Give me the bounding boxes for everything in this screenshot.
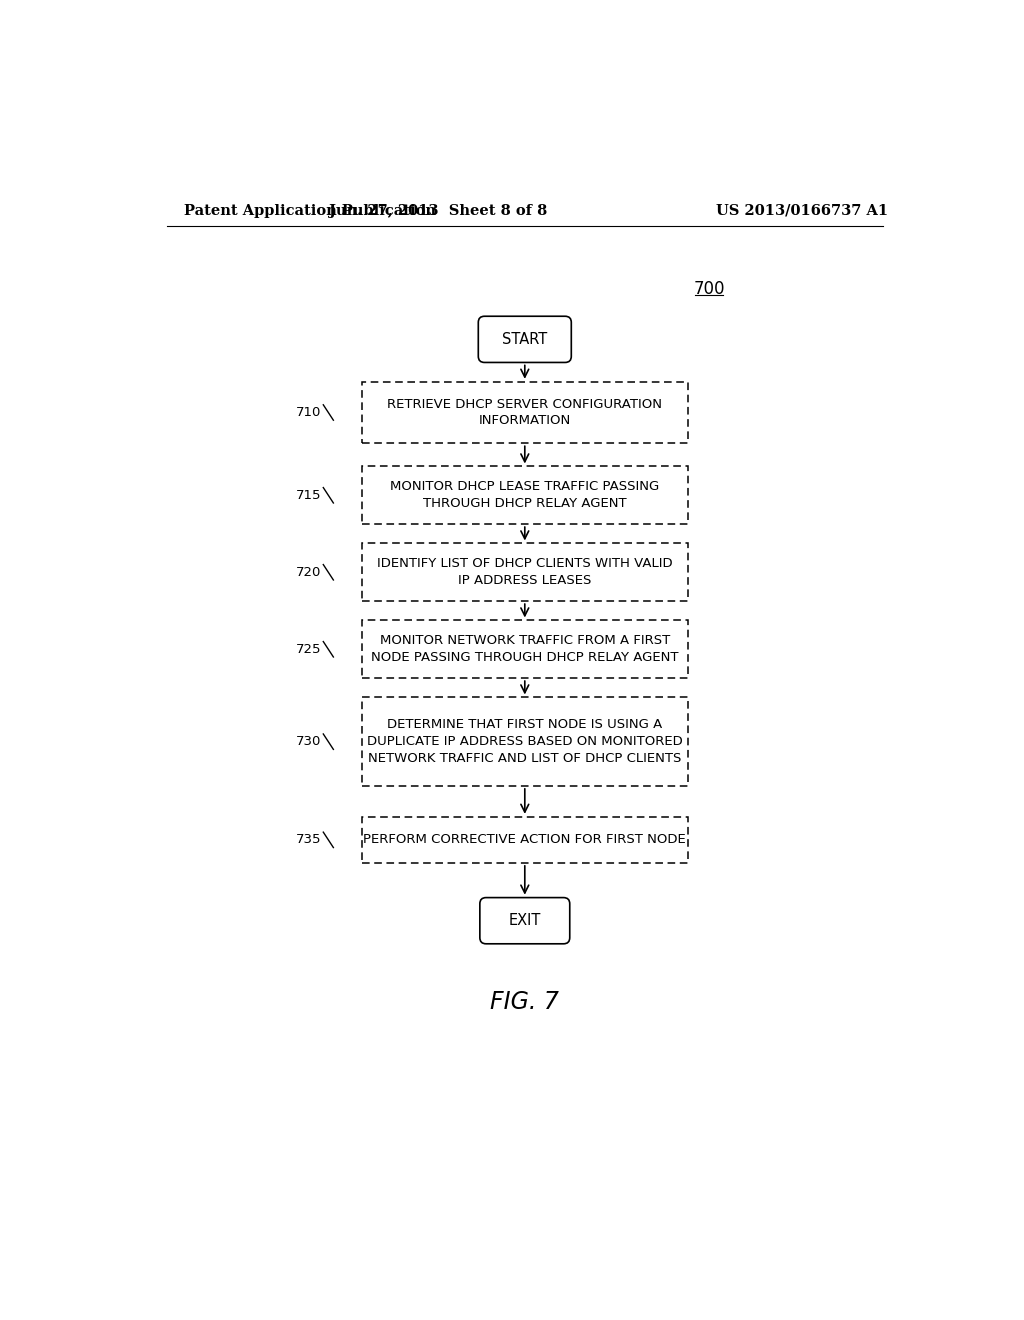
Bar <box>362 817 687 863</box>
Text: MONITOR NETWORK TRAFFIC FROM A FIRST
NODE PASSING THROUGH DHCP RELAY AGENT: MONITOR NETWORK TRAFFIC FROM A FIRST NOD… <box>371 635 679 664</box>
Text: US 2013/0166737 A1: US 2013/0166737 A1 <box>716 203 888 218</box>
Text: 710: 710 <box>296 407 321 418</box>
FancyBboxPatch shape <box>478 317 571 363</box>
Text: MONITOR DHCP LEASE TRAFFIC PASSING
THROUGH DHCP RELAY AGENT: MONITOR DHCP LEASE TRAFFIC PASSING THROU… <box>390 480 659 511</box>
Text: 730: 730 <box>296 735 321 748</box>
Text: RETRIEVE DHCP SERVER CONFIGURATION
INFORMATION: RETRIEVE DHCP SERVER CONFIGURATION INFOR… <box>387 397 663 428</box>
Text: PERFORM CORRECTIVE ACTION FOR FIRST NODE: PERFORM CORRECTIVE ACTION FOR FIRST NODE <box>364 833 686 846</box>
Bar <box>362 466 687 524</box>
Text: START: START <box>502 331 548 347</box>
Text: Jun. 27, 2013  Sheet 8 of 8: Jun. 27, 2013 Sheet 8 of 8 <box>329 203 547 218</box>
Text: 725: 725 <box>296 643 321 656</box>
Text: EXIT: EXIT <box>509 913 541 928</box>
Bar <box>362 697 687 785</box>
Text: 720: 720 <box>296 566 321 578</box>
FancyBboxPatch shape <box>480 898 569 944</box>
Text: 700: 700 <box>693 280 725 298</box>
Text: DETERMINE THAT FIRST NODE IS USING A
DUPLICATE IP ADDRESS BASED ON MONITORED
NET: DETERMINE THAT FIRST NODE IS USING A DUP… <box>367 718 683 766</box>
Text: IDENTIFY LIST OF DHCP CLIENTS WITH VALID
IP ADDRESS LEASES: IDENTIFY LIST OF DHCP CLIENTS WITH VALID… <box>377 557 673 587</box>
Text: 715: 715 <box>296 488 321 502</box>
Bar <box>362 544 687 601</box>
Bar <box>362 381 687 444</box>
Text: Patent Application Publication: Patent Application Publication <box>183 203 436 218</box>
Bar <box>362 620 687 678</box>
Text: 735: 735 <box>296 833 321 846</box>
Text: FIG. 7: FIG. 7 <box>490 990 559 1014</box>
